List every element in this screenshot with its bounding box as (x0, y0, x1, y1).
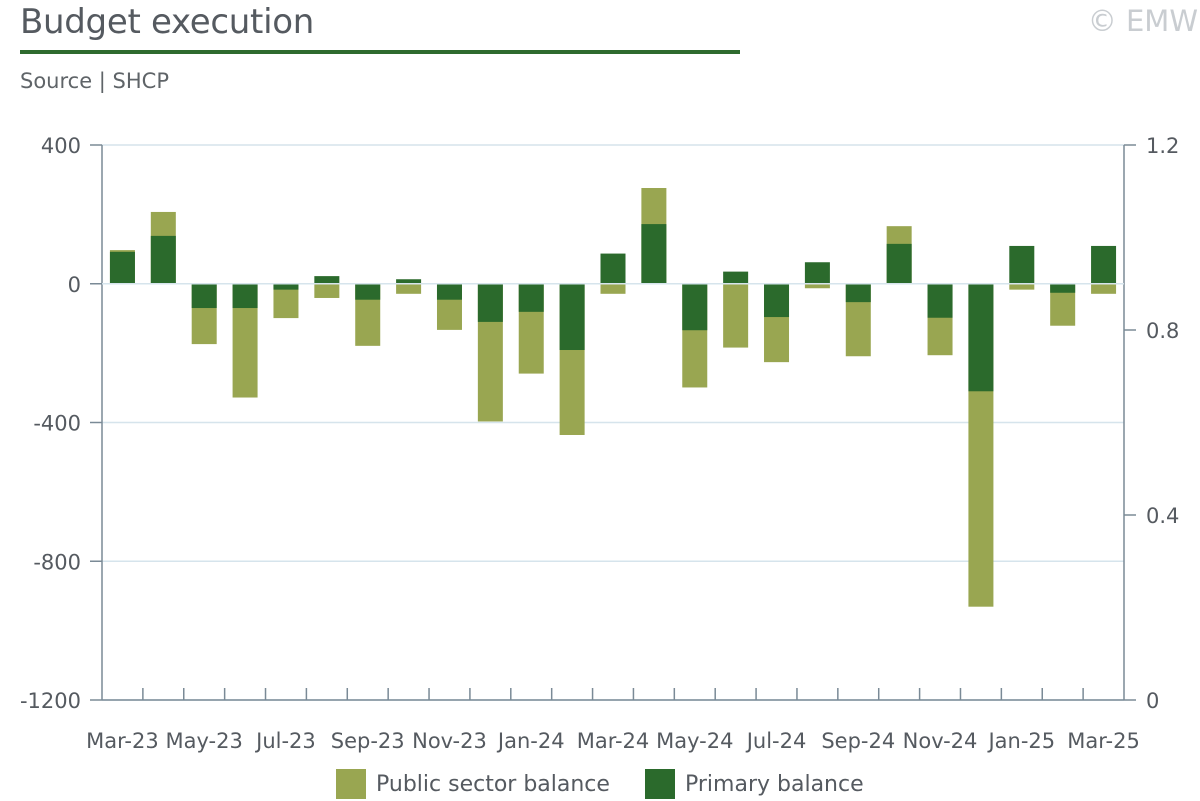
bar-primary (641, 224, 667, 284)
y-right-tick-label: 0.4 (1146, 504, 1179, 528)
bar-primary (1091, 245, 1117, 284)
x-tick-label: Mar-23 (86, 729, 159, 753)
legend-label-primary: Primary balance (685, 771, 864, 797)
x-tick-label: Nov-23 (412, 729, 487, 753)
y-right-tick-label: 0.8 (1146, 319, 1179, 343)
bar-primary (396, 279, 422, 284)
chart-source: Source | SHCP (20, 69, 169, 93)
legend-item-public-sector: Public sector balance (336, 769, 610, 799)
y-left-tick-label: -400 (33, 412, 81, 436)
x-tick-label: Nov-24 (903, 729, 978, 753)
bar-primary (477, 283, 503, 322)
legend-label-public-sector: Public sector balance (376, 771, 610, 797)
bar-public-sector (1009, 283, 1035, 290)
bar-public-sector (314, 283, 340, 298)
y-left-tick-label: 400 (41, 134, 81, 158)
bar-primary (559, 283, 585, 351)
bar-primary (109, 251, 135, 284)
bar-primary (150, 235, 176, 284)
bar-primary (845, 283, 871, 303)
bar-primary (723, 271, 749, 284)
chart-legend: Public sector balance Primary balance (0, 769, 1200, 801)
y-left-tick-label: -1200 (20, 689, 81, 713)
chart-title: Budget execution (20, 2, 314, 42)
bar-public-sector (723, 283, 749, 348)
bar-primary (232, 283, 258, 309)
legend-item-primary: Primary balance (645, 769, 864, 799)
y-left-tick-label: -800 (33, 550, 81, 574)
bar-primary (273, 283, 299, 290)
y-right-tick-label: 0 (1146, 689, 1159, 713)
x-tick-label: Jul-23 (254, 729, 316, 753)
legend-swatch-primary (645, 769, 675, 799)
x-tick-label: Sep-24 (821, 729, 895, 753)
x-tick-label: Jan-24 (496, 729, 565, 753)
bar-public-sector (804, 283, 830, 289)
title-underline (20, 50, 740, 54)
x-tick-label: Mar-24 (577, 729, 650, 753)
bar-primary (886, 243, 912, 284)
bar-primary (355, 283, 381, 300)
bar-public-sector (1091, 283, 1117, 294)
x-tick-label: May-23 (166, 729, 243, 753)
bar-primary (927, 283, 953, 318)
x-tick-label: Jan-25 (986, 729, 1055, 753)
bar-public-sector (396, 283, 422, 294)
bar-primary (191, 283, 217, 309)
legend-swatch-public-sector (336, 769, 366, 799)
y-left-tick-label: 0 (68, 273, 81, 297)
bar-primary (600, 253, 626, 284)
bar-primary (1050, 283, 1076, 293)
bar-primary (314, 276, 340, 284)
bar-primary (804, 262, 830, 284)
copyright-watermark: © EMW (1087, 4, 1198, 38)
bar-primary (968, 283, 994, 392)
x-tick-label: Mar-25 (1067, 729, 1140, 753)
x-tick-label: Jul-24 (745, 729, 807, 753)
bar-primary (764, 283, 790, 318)
bar-primary (436, 283, 462, 300)
x-tick-label: May-24 (656, 729, 733, 753)
bar-public-sector (600, 283, 626, 294)
bar-primary (1009, 245, 1035, 284)
bar-primary (682, 283, 708, 331)
x-tick-label: Sep-23 (331, 729, 405, 753)
y-right-tick-label: 1.2 (1146, 134, 1179, 158)
bar-primary (518, 283, 544, 312)
